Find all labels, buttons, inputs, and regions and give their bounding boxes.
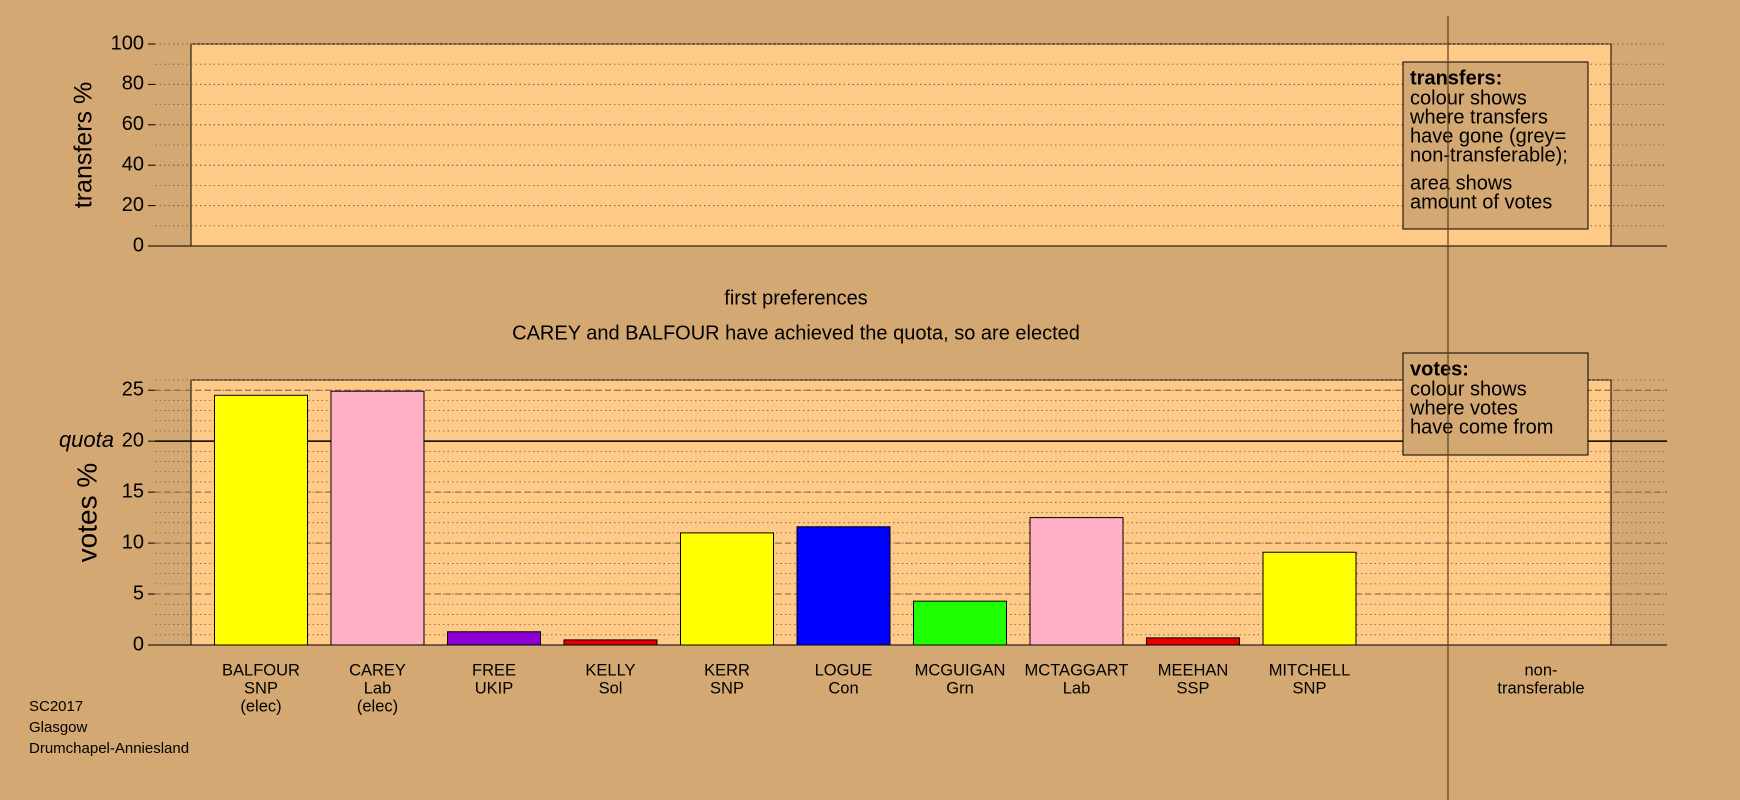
y-tick-label: 10	[122, 531, 144, 553]
x-tick-label: SNP	[710, 679, 744, 697]
x-tick-label: Grn	[946, 679, 974, 697]
y-tick-label: 80	[122, 73, 144, 95]
x-tick-label: SNP	[244, 679, 278, 697]
bar	[330, 390, 425, 646]
footer-line: SC2017	[29, 698, 83, 715]
x-tick-label: SNP	[1293, 679, 1327, 697]
y-tick-label: 5	[133, 582, 144, 604]
x-tick-label: LOGUE	[815, 661, 873, 679]
y-tick-label: 40	[122, 153, 144, 175]
footer-line: Glasgow	[29, 719, 88, 736]
bar	[214, 394, 308, 646]
bar	[1146, 637, 1240, 646]
legend-title: transfers:	[1410, 67, 1502, 89]
x-tick-label: FREE	[472, 661, 516, 679]
legend-text: have come from	[1410, 416, 1553, 438]
y-axis-label: transfers %	[70, 82, 98, 208]
x-tick-label: Sol	[599, 679, 623, 697]
plot-panel	[190, 43, 1612, 247]
legend-title: votes:	[1410, 358, 1469, 380]
chart-title: first preferences	[724, 287, 867, 309]
chart-subtitle: CAREY and BALFOUR have achieved the quot…	[512, 322, 1080, 344]
y-tick-label: 60	[122, 113, 144, 135]
bar	[1262, 551, 1357, 646]
y-tick-label: 20	[122, 194, 144, 216]
bar	[913, 600, 1007, 646]
quota-label: quota	[59, 427, 114, 452]
x-tick-label: CAREY	[349, 661, 406, 679]
legend-text: where votes	[1409, 397, 1518, 419]
x-tick-label: UKIP	[475, 679, 514, 697]
x-tick-label: Lab	[364, 679, 392, 697]
x-tick-label: BALFOUR	[222, 661, 300, 679]
x-tick-label: SSP	[1176, 679, 1209, 697]
x-tick-label: MITCHELL	[1269, 661, 1351, 679]
bar	[1029, 517, 1124, 646]
legend-text: area shows	[1410, 172, 1512, 194]
bar	[447, 631, 541, 646]
bar	[796, 526, 891, 646]
x-tick-label: non-	[1524, 661, 1557, 679]
x-tick-label: Lab	[1063, 679, 1091, 697]
x-tick-label: KELLY	[585, 661, 635, 679]
legend-text: amount of votes	[1410, 191, 1552, 213]
x-tick-label: transferable	[1497, 679, 1584, 697]
plot-panel	[190, 379, 1612, 646]
y-tick-label: 0	[133, 633, 144, 655]
footer-line: Drumchapel-Anniesland	[29, 740, 189, 757]
y-tick-label: 15	[122, 480, 144, 502]
x-tick-label: (elec)	[240, 697, 281, 715]
x-tick-label: MEEHAN	[1158, 661, 1229, 679]
x-tick-label: (elec)	[357, 697, 398, 715]
y-tick-label: 20	[122, 429, 144, 451]
x-tick-label: KERR	[704, 661, 750, 679]
legend-box	[1402, 61, 1589, 230]
y-tick-label: 25	[122, 378, 144, 400]
x-tick-label: MCTAGGART	[1025, 661, 1129, 679]
legend-text: where transfers	[1409, 106, 1548, 128]
legend-box	[1402, 352, 1589, 456]
y-axis-label: votes %	[71, 463, 102, 563]
x-tick-label: Con	[828, 679, 858, 697]
legend-text: non-transferable);	[1410, 144, 1568, 166]
legend-text: colour shows	[1410, 87, 1527, 109]
legend-text: colour shows	[1410, 378, 1527, 400]
bar	[680, 532, 774, 646]
x-tick-label: MCGUIGAN	[915, 661, 1006, 679]
y-tick-label: 100	[111, 32, 144, 54]
bar	[563, 639, 658, 646]
legend-text: have gone (grey=	[1410, 125, 1566, 147]
y-tick-label: 0	[133, 234, 144, 256]
